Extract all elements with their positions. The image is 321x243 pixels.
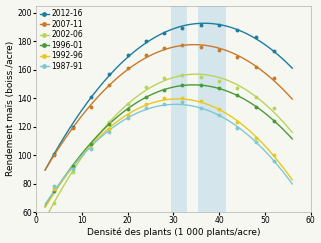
Bar — [198, 6, 226, 212]
Legend: 2012-16, 2007-11, 2002-06, 1996-01, 1992-96, 1987-91: 2012-16, 2007-11, 2002-06, 1996-01, 1992… — [38, 8, 84, 73]
Y-axis label: Rendement maïs (boiss./acre): Rendement maïs (boiss./acre) — [5, 41, 14, 176]
X-axis label: Densité des plants (1 000 plants/acre): Densité des plants (1 000 plants/acre) — [87, 228, 260, 237]
Bar — [171, 6, 187, 212]
